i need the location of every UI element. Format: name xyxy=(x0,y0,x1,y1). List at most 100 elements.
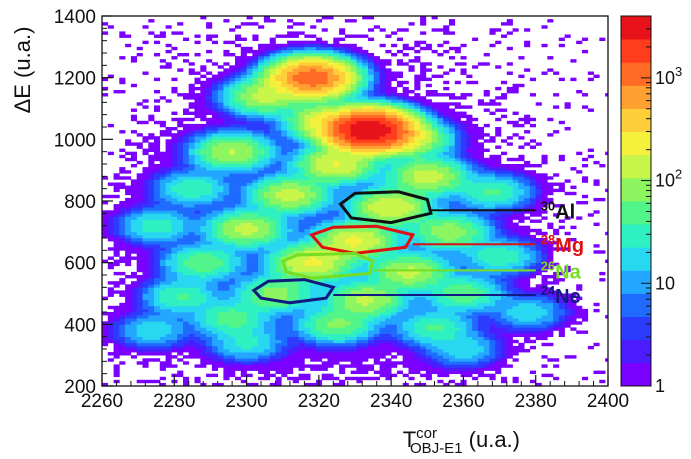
density-cell xyxy=(356,160,363,165)
density-cell xyxy=(327,302,334,307)
density-cell xyxy=(240,90,247,94)
density-cell xyxy=(258,74,265,78)
density-cell xyxy=(362,80,369,85)
density-cell xyxy=(316,191,323,196)
density-cell xyxy=(275,154,282,159)
density-cell xyxy=(125,321,132,325)
density-cell xyxy=(269,157,276,162)
density-cell xyxy=(154,379,161,384)
density-cell xyxy=(281,117,288,122)
density-cell xyxy=(148,164,155,168)
density-cell xyxy=(379,136,386,140)
density-cell xyxy=(385,299,392,304)
density-cell xyxy=(339,336,346,341)
density-cell xyxy=(206,185,213,189)
density-cell xyxy=(333,330,340,334)
density-cell xyxy=(200,197,207,202)
density-cell xyxy=(344,49,351,54)
density-cell xyxy=(252,213,259,217)
density-cell xyxy=(200,80,207,85)
density-cell xyxy=(396,216,403,220)
density-cell xyxy=(194,222,201,226)
density-cell xyxy=(356,228,363,233)
density-cell xyxy=(356,201,363,205)
density-cell xyxy=(350,253,357,257)
density-cell xyxy=(281,164,288,168)
density-cell xyxy=(102,231,109,236)
density-cell xyxy=(281,130,288,134)
density-cell xyxy=(142,345,149,350)
density-cell xyxy=(339,130,346,134)
density-cell xyxy=(391,284,398,288)
density-cell xyxy=(368,154,375,159)
density-cell xyxy=(142,210,149,214)
density-cell xyxy=(217,197,224,202)
density-cell xyxy=(339,290,346,294)
density-cell xyxy=(373,188,380,193)
density-cell xyxy=(269,197,276,202)
density-cell xyxy=(235,123,242,128)
density-cell xyxy=(368,117,375,122)
density-cell xyxy=(281,324,288,328)
density-cell xyxy=(292,201,299,205)
density-cell xyxy=(373,148,380,152)
density-cell xyxy=(402,207,409,211)
density-cell xyxy=(246,145,253,149)
density-cell xyxy=(177,151,184,156)
density-cell xyxy=(194,108,201,112)
density-cell xyxy=(362,213,369,217)
density-cell xyxy=(200,287,207,291)
density-cell xyxy=(292,194,299,199)
density-cell xyxy=(235,275,242,279)
density-cell xyxy=(362,74,369,78)
density-cell xyxy=(206,256,213,260)
density-cell xyxy=(165,197,172,202)
density-cell xyxy=(368,164,375,168)
density-cell xyxy=(379,352,386,356)
density-cell xyxy=(235,99,242,103)
density-cell xyxy=(402,290,409,294)
density-cell xyxy=(298,173,305,177)
density-cell xyxy=(113,336,120,341)
density-cell xyxy=(206,80,213,85)
density-cell xyxy=(240,352,247,356)
density-cell xyxy=(246,179,253,183)
density-cell xyxy=(171,268,178,273)
density-cell xyxy=(350,197,357,202)
density-cell xyxy=(240,83,247,88)
density-cell xyxy=(287,154,294,159)
density-cell xyxy=(252,349,259,353)
density-cell xyxy=(368,321,375,325)
density-cell xyxy=(229,176,236,180)
density-cell xyxy=(333,142,340,146)
density-cell xyxy=(142,271,149,276)
density-cell xyxy=(136,299,143,304)
density-cell xyxy=(246,293,253,297)
density-cell xyxy=(188,238,195,242)
density-cell xyxy=(246,105,253,109)
density-cell xyxy=(177,333,184,337)
density-cell xyxy=(287,333,294,337)
density-cell xyxy=(240,253,247,257)
density-cell xyxy=(252,302,259,307)
density-cell xyxy=(316,284,323,288)
density-cell xyxy=(396,49,403,54)
density-cell xyxy=(287,370,294,374)
density-cell xyxy=(142,201,149,205)
density-cell xyxy=(269,74,276,78)
density-cell xyxy=(159,262,166,267)
density-cell xyxy=(113,345,120,350)
density-cell xyxy=(316,324,323,328)
density-cell xyxy=(102,330,109,334)
density-cell xyxy=(102,342,109,347)
density-cell xyxy=(304,241,311,245)
density-cell xyxy=(269,19,276,23)
density-cell xyxy=(310,74,317,78)
density-cell xyxy=(327,308,334,313)
density-cell xyxy=(142,225,149,230)
density-cell xyxy=(391,120,398,125)
density-cell xyxy=(258,241,265,245)
density-cell xyxy=(402,213,409,217)
density-cell xyxy=(235,173,242,177)
density-cell xyxy=(327,167,334,171)
